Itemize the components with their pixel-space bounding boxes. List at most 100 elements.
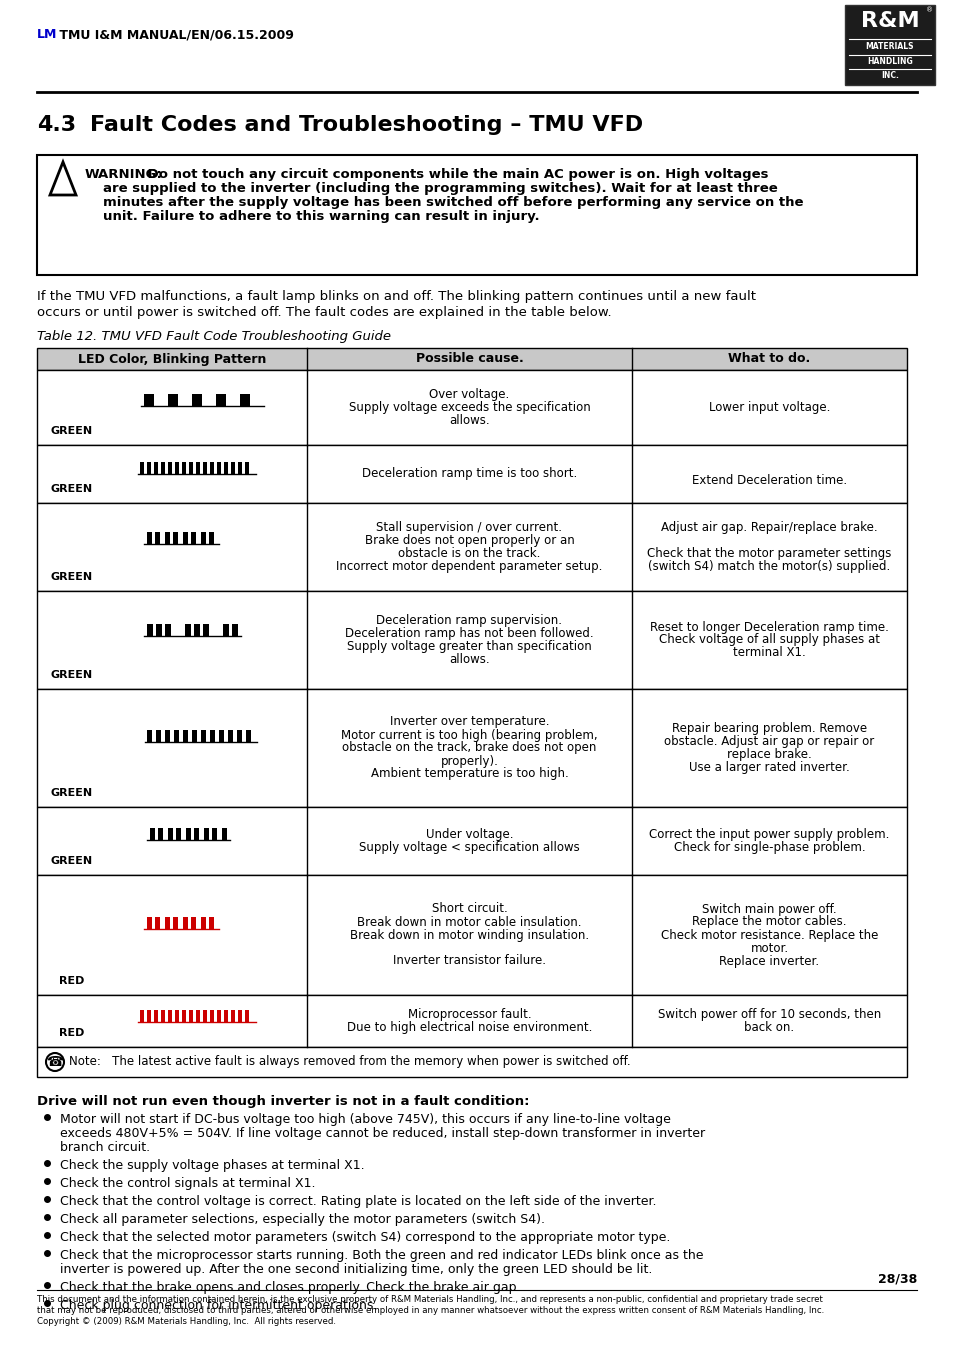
Bar: [228, 730, 233, 742]
Text: Possible cause.: Possible cause.: [416, 353, 523, 366]
Bar: [204, 828, 209, 840]
Bar: [37, 155, 916, 276]
Bar: [201, 917, 206, 929]
Text: Check that the selected motor parameters (switch S4) correspond to the appropria: Check that the selected motor parameters…: [60, 1231, 670, 1244]
Bar: [165, 917, 170, 929]
Bar: [216, 462, 221, 474]
Bar: [144, 394, 153, 407]
Text: properly).: properly).: [440, 754, 497, 767]
Bar: [37, 1047, 906, 1077]
Text: Replace inverter.: Replace inverter.: [719, 955, 819, 967]
Bar: [237, 1009, 242, 1021]
Text: GREEN: GREEN: [51, 857, 93, 866]
Bar: [165, 532, 170, 544]
Bar: [147, 917, 152, 929]
Bar: [153, 462, 158, 474]
Bar: [236, 730, 242, 742]
Bar: [192, 394, 202, 407]
Text: Incorrect motor dependent parameter setup.: Incorrect motor dependent parameter setu…: [336, 561, 602, 573]
Bar: [240, 394, 250, 407]
Bar: [173, 730, 179, 742]
Bar: [195, 1009, 200, 1021]
Bar: [153, 1009, 158, 1021]
Bar: [216, 1009, 221, 1021]
Text: INC.: INC.: [881, 72, 898, 80]
Bar: [156, 624, 162, 636]
Text: !: !: [59, 178, 67, 193]
Bar: [168, 462, 172, 474]
Text: GREEN: GREEN: [51, 670, 93, 680]
Text: RED: RED: [59, 1028, 85, 1038]
Bar: [154, 917, 160, 929]
Text: Fault Codes and Troubleshooting – TMU VFD: Fault Codes and Troubleshooting – TMU VF…: [90, 115, 642, 135]
Bar: [174, 462, 179, 474]
Text: Note:   The latest active fault is always removed from the memory when power is : Note: The latest active fault is always …: [69, 1055, 630, 1069]
Bar: [232, 624, 237, 636]
Bar: [150, 828, 154, 840]
Bar: [168, 1009, 172, 1021]
Text: Use a larger rated inverter.: Use a larger rated inverter.: [688, 761, 849, 774]
Text: Check that the motor parameter settings: Check that the motor parameter settings: [647, 547, 891, 561]
Bar: [203, 624, 209, 636]
Bar: [209, 917, 213, 929]
Polygon shape: [50, 162, 76, 195]
Text: Check the control signals at terminal X1.: Check the control signals at terminal X1…: [60, 1177, 315, 1190]
Text: Break down in motor winding insulation.: Break down in motor winding insulation.: [350, 928, 588, 942]
Text: HANDLING: HANDLING: [866, 57, 912, 66]
Bar: [172, 917, 178, 929]
Bar: [191, 532, 195, 544]
Bar: [201, 730, 206, 742]
Bar: [219, 730, 224, 742]
Text: unit. Failure to adhere to this warning can result in injury.: unit. Failure to adhere to this warning …: [103, 209, 539, 223]
Bar: [212, 828, 216, 840]
Text: Motor will not start if DC-bus voltage too high (above 745V), this occurs if any: Motor will not start if DC-bus voltage t…: [60, 1113, 670, 1125]
Bar: [183, 730, 188, 742]
Bar: [165, 730, 170, 742]
Text: Table 12. TMU VFD Fault Code Troubleshooting Guide: Table 12. TMU VFD Fault Code Troubleshoo…: [37, 330, 391, 343]
Bar: [185, 624, 191, 636]
Text: Adjust air gap. Repair/replace brake.: Adjust air gap. Repair/replace brake.: [660, 521, 877, 534]
Text: Reset to longer Deceleration ramp time.: Reset to longer Deceleration ramp time.: [649, 620, 888, 634]
Text: branch circuit.: branch circuit.: [60, 1142, 150, 1154]
Bar: [182, 1009, 186, 1021]
Text: Check that the brake opens and closes properly. Check the brake air gap.: Check that the brake opens and closes pr…: [60, 1281, 520, 1294]
Text: terminal X1.: terminal X1.: [732, 647, 805, 659]
Text: If the TMU VFD malfunctions, a fault lamp blinks on and off. The blinking patter: If the TMU VFD malfunctions, a fault lam…: [37, 290, 755, 303]
Bar: [223, 624, 229, 636]
Text: LM: LM: [37, 28, 57, 41]
Bar: [195, 462, 200, 474]
Bar: [183, 532, 188, 544]
Text: R&M: R&M: [860, 11, 919, 31]
Text: Deceleration ramp has not been followed.: Deceleration ramp has not been followed.: [345, 627, 593, 640]
Bar: [193, 828, 199, 840]
Text: Under voltage.: Under voltage.: [425, 828, 513, 842]
Text: that may not be reproduced, disclosed to third parties, altered or otherwise emp: that may not be reproduced, disclosed to…: [37, 1306, 823, 1315]
Bar: [210, 462, 213, 474]
Bar: [37, 370, 906, 444]
Text: 28/38: 28/38: [877, 1273, 916, 1285]
Bar: [147, 624, 152, 636]
Text: (switch S4) match the motor(s) supplied.: (switch S4) match the motor(s) supplied.: [648, 561, 890, 573]
Text: ®: ®: [925, 7, 932, 14]
Text: Brake does not open properly or an: Brake does not open properly or an: [364, 534, 574, 547]
Bar: [37, 349, 906, 370]
Bar: [37, 590, 906, 689]
Text: Short circuit.: Short circuit.: [431, 902, 507, 916]
Text: What to do.: What to do.: [727, 353, 810, 366]
Bar: [154, 532, 160, 544]
Bar: [183, 917, 188, 929]
Text: GREEN: GREEN: [51, 571, 93, 582]
Bar: [147, 1009, 151, 1021]
Bar: [189, 1009, 193, 1021]
Bar: [158, 828, 163, 840]
Bar: [231, 462, 234, 474]
Text: obstacle on the track, brake does not open: obstacle on the track, brake does not op…: [342, 742, 596, 754]
Bar: [172, 532, 178, 544]
Bar: [210, 1009, 213, 1021]
Text: obstacle. Adjust air gap or repair or: obstacle. Adjust air gap or repair or: [663, 735, 874, 748]
Text: Break down in motor cable insulation.: Break down in motor cable insulation.: [356, 916, 581, 928]
Text: Supply voltage < specification allows: Supply voltage < specification allows: [358, 842, 579, 854]
Text: motor.: motor.: [750, 942, 788, 955]
Bar: [147, 462, 151, 474]
Bar: [168, 394, 178, 407]
